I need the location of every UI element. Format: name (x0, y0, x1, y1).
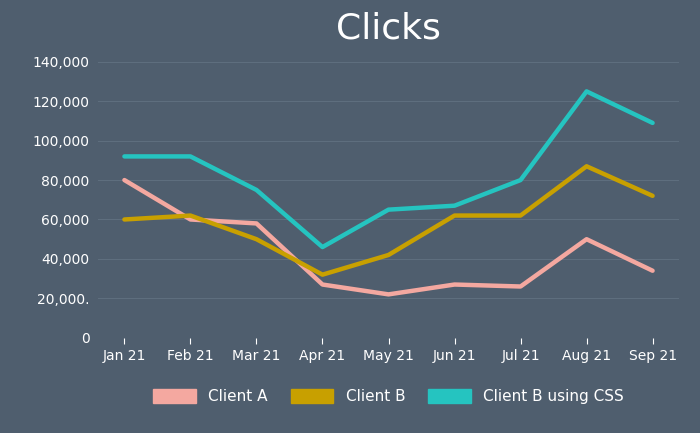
Title: Clicks: Clicks (336, 11, 441, 45)
Legend: Client A, Client B, Client B using CSS: Client A, Client B, Client B using CSS (147, 383, 630, 410)
